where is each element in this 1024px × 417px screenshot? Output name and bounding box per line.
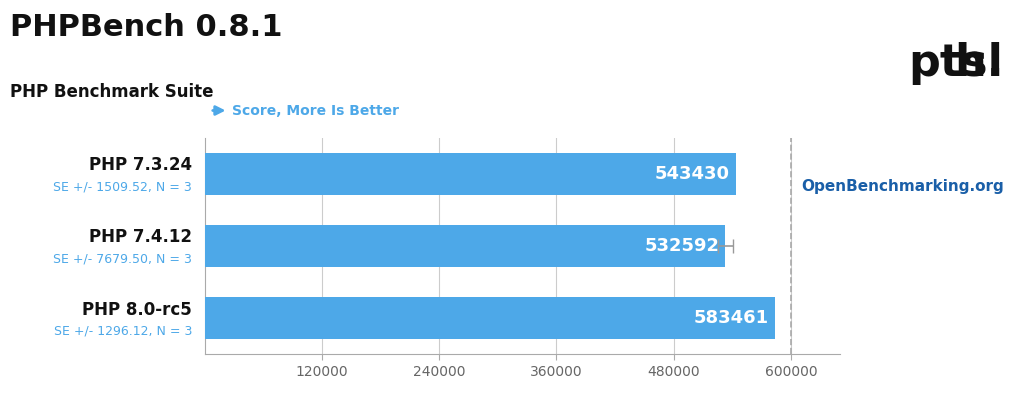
Bar — [205, 153, 735, 195]
Text: SE +/- 1296.12, N = 3: SE +/- 1296.12, N = 3 — [53, 325, 193, 338]
Bar — [205, 297, 775, 339]
Text: PHPBench 0.8.1: PHPBench 0.8.1 — [10, 13, 283, 42]
Text: 543430: 543430 — [654, 165, 730, 183]
Text: OpenBenchmarking.org: OpenBenchmarking.org — [801, 179, 1004, 194]
Bar — [205, 225, 725, 267]
Text: Score, More Is Better: Score, More Is Better — [232, 103, 399, 118]
Text: h.: h. — [893, 42, 1004, 85]
Text: PHP 8.0-rc5: PHP 8.0-rc5 — [82, 301, 193, 319]
Text: SE +/- 1509.52, N = 3: SE +/- 1509.52, N = 3 — [53, 180, 193, 193]
Text: ptsl: ptsl — [908, 42, 1004, 85]
Text: 532592: 532592 — [644, 237, 719, 255]
Text: 583461: 583461 — [693, 309, 769, 327]
Text: SE +/- 7679.50, N = 3: SE +/- 7679.50, N = 3 — [53, 253, 193, 266]
Text: PHP 7.3.24: PHP 7.3.24 — [89, 156, 193, 174]
Text: PHP Benchmark Suite: PHP Benchmark Suite — [10, 83, 214, 101]
Text: PHP 7.4.12: PHP 7.4.12 — [89, 229, 193, 246]
